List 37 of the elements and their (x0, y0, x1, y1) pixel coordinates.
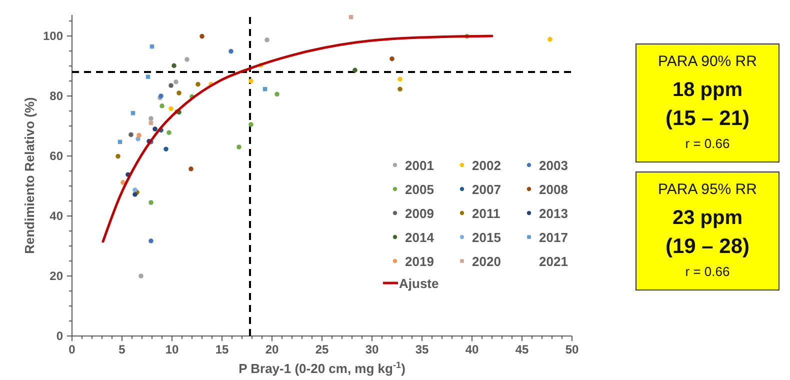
x-tick-label: 25 (315, 342, 329, 357)
legend-label: Ajuste (399, 276, 439, 291)
text: PARA 95% RR 23 ppm (19 – 28) r = 0.66 (658, 181, 758, 279)
x-tick-label: 0 (68, 342, 76, 357)
x-tick-label: 20 (265, 342, 279, 357)
y-tick-label: 60 (50, 148, 64, 163)
legend-label: 2013 (539, 206, 568, 221)
x-tick-label: 10 (165, 342, 179, 357)
legend-label: 2007 (472, 182, 501, 197)
legend-label: 2020 (472, 254, 501, 269)
legend-label: 2001 (405, 158, 434, 173)
text: 2021 (539, 254, 568, 269)
legend-label: 2008 (539, 182, 568, 197)
x-tick-label: 30 (365, 342, 379, 357)
legend-label: 2017 (539, 230, 568, 245)
legend-label: 2011 (472, 206, 500, 221)
y-tick-label: 80 (50, 88, 64, 103)
y-tick-label: 0 (56, 328, 64, 343)
y-tick-label: 40 (50, 208, 64, 223)
x-tick-label: 15 (215, 342, 229, 357)
legend-label: 2002 (472, 158, 501, 173)
legend-label: 2019 (405, 254, 434, 269)
legend-label: 2014 (405, 230, 435, 245)
y-tick-label: 20 (50, 268, 64, 283)
x-tick-label: 50 (565, 342, 579, 357)
x-axis-title: P Bray-1 (0-20 cm, mg kg$^{-1}$) (238, 360, 406, 376)
legend-label: 2009 (405, 206, 434, 221)
x-tick-label: 40 (465, 342, 479, 357)
y-tick-label: 100 (42, 28, 64, 43)
x-tick-label: 45 (515, 342, 529, 357)
x-tick-label: 35 (415, 342, 429, 357)
legend-label: 2005 (405, 182, 434, 197)
text: PARA 90% RR 18 ppm (15 – 21) r = 0.66 (658, 53, 758, 151)
x-tick-label: 5 (118, 342, 126, 357)
legend-label: 2003 (539, 158, 568, 173)
legend-label: 2015 (472, 230, 501, 245)
y-axis-title: Rendimiento Relativo (%) (22, 97, 37, 254)
